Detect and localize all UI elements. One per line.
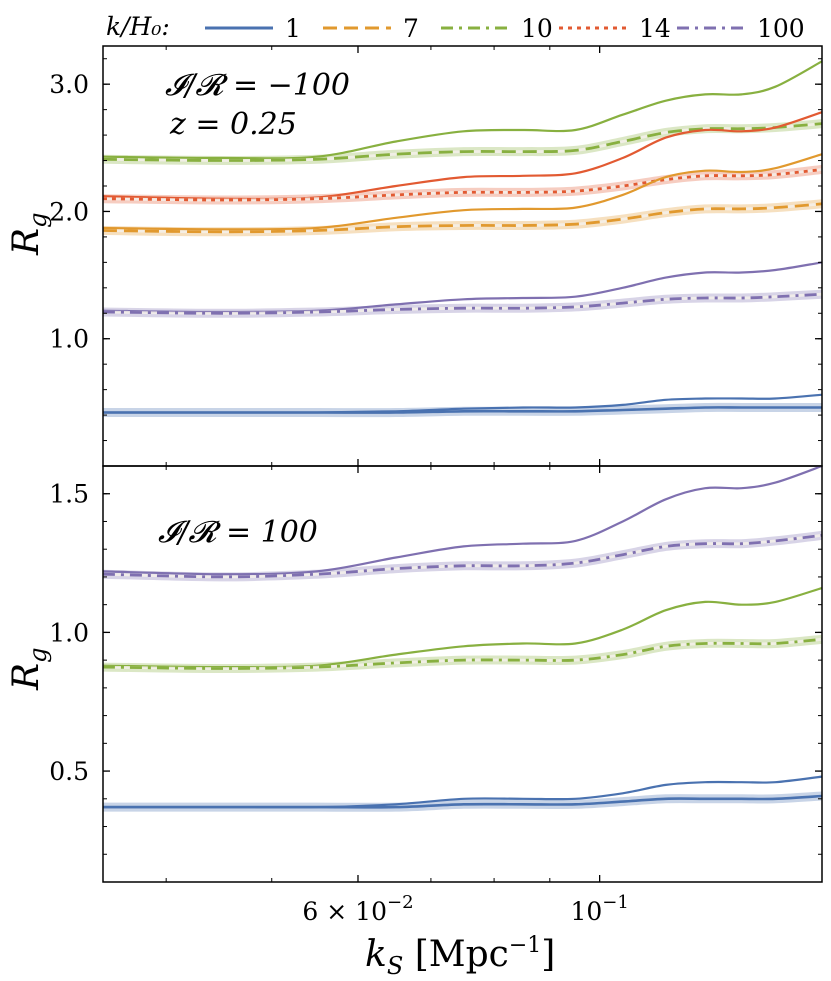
xtick-label: 6 × 10−2 (302, 892, 413, 926)
ylabel-top: Rg (6, 213, 52, 256)
series-line-k10-sim (103, 637, 822, 670)
ytick-label: 1.0 (49, 325, 89, 354)
series-line-k10-sim (103, 122, 822, 162)
xlabel: kS [Mpc−1] (365, 933, 555, 980)
series-line-k7-sim (103, 202, 822, 234)
legend-label-k7: 7 (403, 14, 419, 43)
series-line-k10-theory (103, 586, 822, 669)
series-band-k14 (103, 165, 822, 205)
legend: k/H₀: 1 7 10 14 100 (106, 12, 805, 43)
legend-label-k14: 14 (639, 14, 671, 43)
ylabel-bottom: Rg (6, 648, 52, 691)
annotation-ir-pos: 𝓘/𝓡 = 100 (158, 515, 318, 550)
legend-label-k100: 100 (757, 14, 805, 43)
panel-top: 1.0 2.0 3.0 𝓘/𝓡 = −100 z = 0.25 Rg (6, 45, 823, 467)
ytick-label: 1.0 (49, 618, 89, 647)
annotation-ir-neg: 𝓘/𝓡 = −100 (165, 68, 350, 103)
series-line-k1-sim (103, 794, 822, 809)
series-line-k7-theory (103, 153, 822, 231)
ytick-label: 3.0 (49, 70, 89, 99)
legend-label-k1: 1 (285, 14, 301, 43)
ytick-label: 1.5 (49, 480, 89, 509)
ytick-label: 2.0 (49, 197, 89, 226)
ytick-label: 0.5 (49, 757, 89, 786)
series-line-k100-theory (103, 466, 822, 576)
series-line-k10-theory (103, 60, 822, 160)
panel-bottom: 0.5 1.0 1.5 6 × 10−2 10−1 𝓘/𝓡 = 100 Rg (6, 465, 823, 926)
series-bg-k14 (103, 168, 822, 202)
legend-label-k10: 10 (521, 14, 553, 43)
series-line-k100-sim (103, 533, 822, 579)
panel-bottom-frame (102, 465, 823, 883)
series-bg-k100 (103, 292, 822, 315)
legend-title: k/H₀: (106, 12, 170, 41)
series-line-k1-sim (103, 406, 822, 414)
annotation-redshift: z = 0.25 (169, 107, 297, 142)
xtick-label: 10−1 (570, 892, 628, 926)
